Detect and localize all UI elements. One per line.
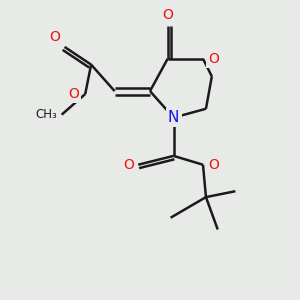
- Text: O: O: [123, 158, 134, 172]
- Text: O: O: [68, 87, 79, 101]
- Text: O: O: [162, 8, 173, 22]
- Text: O: O: [49, 30, 60, 44]
- Text: N: N: [168, 110, 179, 125]
- Text: CH₃: CH₃: [35, 108, 57, 121]
- Text: O: O: [208, 52, 219, 66]
- Text: O: O: [208, 158, 219, 172]
